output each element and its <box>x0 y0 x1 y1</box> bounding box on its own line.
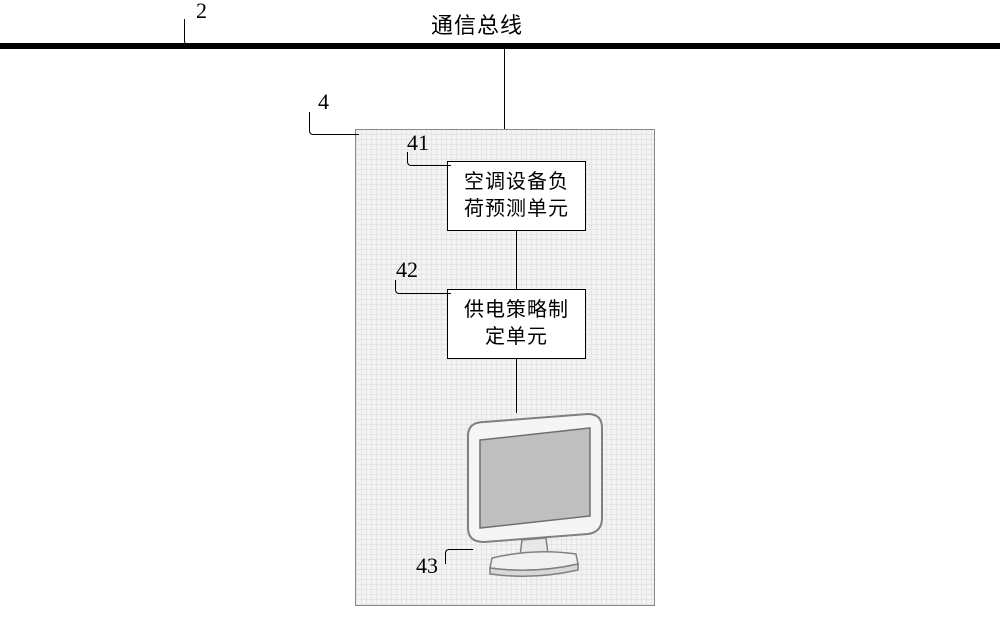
ref-label-43: 43 <box>416 553 438 579</box>
connector-42-to-43 <box>516 359 517 413</box>
ref-label-2: 2 <box>196 0 207 24</box>
monitor-icon <box>450 410 610 580</box>
ref-label-42: 42 <box>396 257 418 283</box>
unit-41-box: 空调设备负 荷预测单元 <box>447 161 586 231</box>
bus-title: 通信总线 <box>431 8 523 40</box>
ref-leader-4 <box>309 112 359 135</box>
connector-41-to-42 <box>516 231 517 289</box>
ref-leader-43 <box>445 549 473 564</box>
unit-41-line1: 空调设备负 <box>464 169 569 196</box>
ref-label-4: 4 <box>318 89 329 115</box>
bus-line <box>0 43 1000 49</box>
unit-42-line1: 供电策略制 <box>464 297 569 324</box>
diagram-canvas: 通信总线 2 4 空调设备负 荷预测单元 41 供电策略制 定单元 42 4 <box>0 0 1000 633</box>
ref-leader-2 <box>184 19 240 45</box>
unit-42-box: 供电策略制 定单元 <box>447 289 586 359</box>
unit-42-line2: 定单元 <box>485 324 548 351</box>
unit-41-line2: 荷预测单元 <box>464 196 569 223</box>
ref-label-41: 41 <box>407 130 429 156</box>
